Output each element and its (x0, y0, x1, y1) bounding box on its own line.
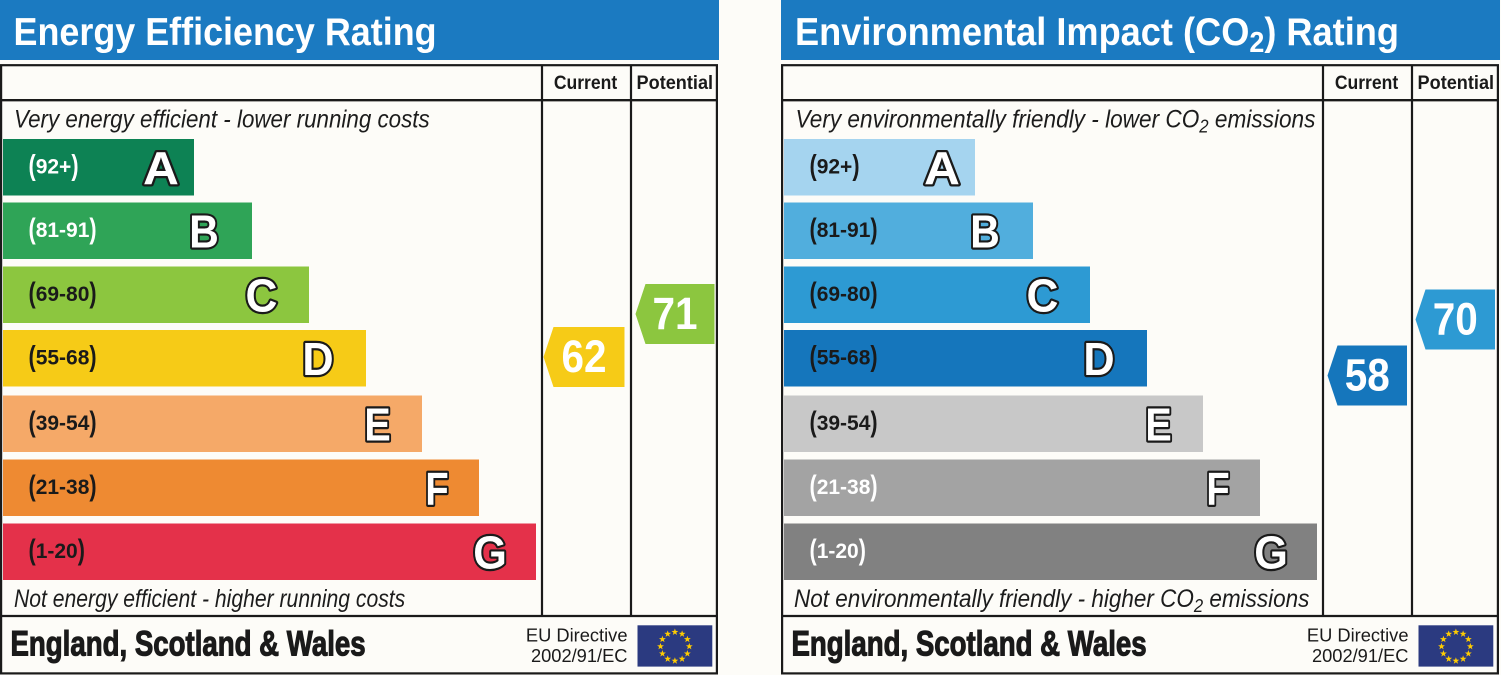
svg-text:A: A (924, 142, 960, 194)
svg-text:(55-68): (55-68) (29, 341, 97, 373)
svg-text:(92+): (92+) (810, 150, 860, 182)
svg-text:EU Directive: EU Directive (1307, 624, 1409, 645)
svg-text:2002/91/EC: 2002/91/EC (1312, 645, 1409, 666)
svg-text:(21-38): (21-38) (810, 471, 878, 503)
svg-text:(69-80): (69-80) (29, 278, 97, 310)
svg-text:70: 70 (1433, 294, 1478, 344)
svg-text:F: F (425, 464, 448, 515)
svg-text:C: C (1027, 269, 1059, 321)
svg-text:D: D (302, 333, 333, 386)
svg-text:58: 58 (1345, 350, 1390, 400)
svg-text:A: A (143, 142, 179, 194)
svg-text:Energy Efficiency Rating: Energy Efficiency Rating (14, 10, 437, 54)
svg-text:(39-54): (39-54) (29, 407, 97, 439)
svg-text:G: G (1254, 526, 1288, 579)
svg-text:C: C (246, 269, 278, 321)
svg-text:G: G (473, 526, 507, 579)
svg-text:F: F (1206, 464, 1229, 515)
svg-text:(81-91): (81-91) (810, 214, 878, 246)
svg-text:EU Directive: EU Directive (526, 624, 628, 645)
svg-text:Not environmentally friendly -: Not environmentally friendly - higher CO… (794, 585, 1309, 616)
svg-text:Environmental Impact (CO2) Rat: Environmental Impact (CO2) Rating (795, 10, 1399, 58)
svg-text:E: E (364, 400, 390, 452)
svg-text:(92+): (92+) (29, 150, 79, 182)
svg-text:B: B (970, 206, 1000, 258)
svg-text:Potential: Potential (1418, 71, 1495, 93)
svg-text:B: B (189, 206, 219, 258)
svg-text:(1-20): (1-20) (29, 535, 85, 567)
svg-text:Current: Current (1335, 71, 1398, 93)
svg-text:2002/91/EC: 2002/91/EC (531, 645, 628, 666)
svg-text:England, Scotland & Wales: England, Scotland & Wales (11, 623, 366, 663)
svg-text:E: E (1145, 400, 1171, 452)
svg-text:(55-68): (55-68) (810, 341, 878, 373)
svg-text:Very environmentally friendly: Very environmentally friendly - lower CO… (796, 105, 1316, 136)
svg-text:D: D (1083, 333, 1114, 386)
svg-text:Potential: Potential (637, 71, 714, 93)
svg-text:71: 71 (652, 289, 697, 339)
svg-text:(21-38): (21-38) (29, 471, 97, 503)
svg-text:(39-54): (39-54) (810, 407, 878, 439)
svg-text:Not energy efficient - higher: Not energy efficient - higher running co… (14, 585, 406, 613)
svg-text:Current: Current (554, 71, 617, 93)
svg-text:Very energy efficient - lower: Very energy efficient - lower running co… (14, 106, 430, 133)
svg-text:62: 62 (561, 332, 606, 382)
svg-text:England, Scotland & Wales: England, Scotland & Wales (792, 623, 1147, 663)
svg-text:(69-80): (69-80) (810, 278, 878, 310)
svg-text:(81-91): (81-91) (29, 214, 97, 246)
svg-text:(1-20): (1-20) (810, 535, 866, 567)
